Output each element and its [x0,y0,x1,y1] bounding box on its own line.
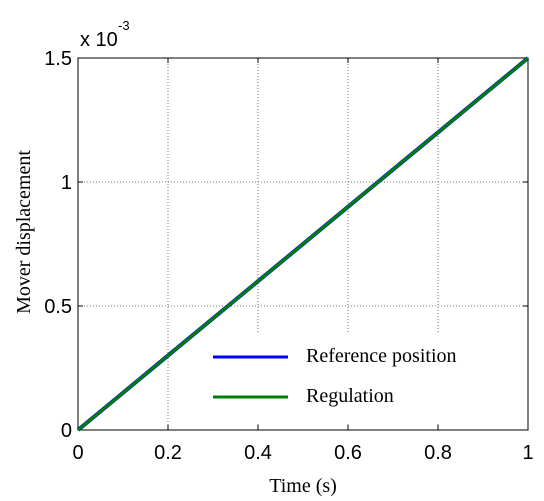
series-line-regulation [77,56,529,432]
y-tick-label: 0.5 [44,296,72,318]
x-tick-label: 0.8 [424,442,452,464]
y-tick-label: 1.5 [44,48,72,70]
legend-label-regulation: Regulation [306,385,394,407]
tick-marks [77,57,529,431]
y-multiplier-exponent: -3 [118,18,130,33]
y-tick-label: 0 [61,420,72,442]
y-axis-label: Mover displacement [13,150,35,314]
x-tick-label: 0.4 [244,442,272,464]
legend-box [200,332,516,422]
x-tick-label: 0.6 [334,442,362,464]
x-tick-label: 1 [522,442,533,464]
y-tick-label: 1 [61,172,72,194]
legend-label-reference-position: Reference position [306,345,457,367]
legend: Reference position Regulation [200,332,516,422]
y-multiplier-base: x 10 [80,29,118,51]
series-group [76,56,530,432]
plot-frame [77,57,529,431]
x-axis-label: Time (s) [269,475,337,497]
x-tick-label: 0 [72,442,83,464]
tick-labels: 0 0.2 0.4 0.6 0.8 1 0 0.5 1 1.5 [44,48,533,464]
x-tick-label: 0.2 [154,442,182,464]
